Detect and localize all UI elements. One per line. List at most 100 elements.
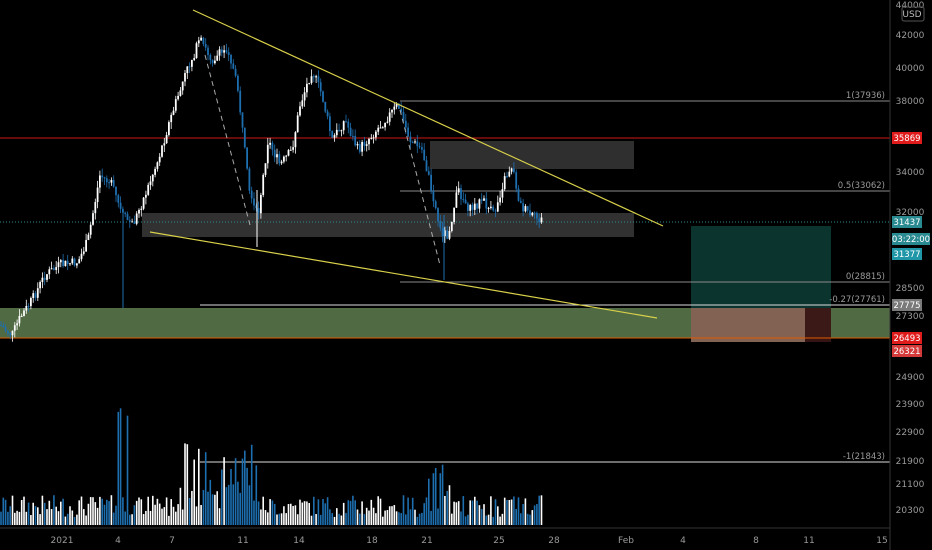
candle-body: [427, 171, 430, 175]
volume-bar: [156, 498, 159, 525]
volume-bar: [230, 468, 232, 525]
candle-body: [398, 103, 400, 109]
volume-bar: [306, 501, 308, 525]
candle-body: [485, 198, 488, 209]
volume-bar: [375, 513, 377, 525]
candle-body: [303, 92, 306, 101]
volume-bar: [276, 514, 278, 525]
candle-body: [448, 230, 451, 239]
volume-bar: [526, 513, 529, 525]
volume-bar: [23, 496, 25, 525]
volume-bar: [20, 499, 23, 525]
volume-bar: [538, 495, 540, 525]
candle-body: [368, 138, 370, 145]
candle-body: [156, 162, 159, 169]
volume-bar: [382, 516, 384, 525]
candle-body: [140, 208, 143, 210]
volume-bar: [207, 491, 209, 525]
price-tick-label: 40000: [896, 64, 925, 74]
candle-body: [154, 168, 156, 175]
candle-body: [464, 199, 467, 204]
fib-label-0: 0(28815): [846, 272, 885, 282]
volume-bar: [455, 502, 458, 525]
upper-wedge-line[interactable]: [192, 9, 664, 227]
currency-box[interactable]: [901, 6, 925, 22]
candle-body: [515, 172, 518, 189]
time-tick-label: 4: [680, 536, 686, 546]
candle-body: [193, 58, 196, 61]
volume-bar: [135, 500, 138, 525]
candle-body: [393, 106, 396, 110]
volume-bar: [308, 502, 310, 525]
candle-body: [200, 37, 202, 41]
volume-bar: [533, 505, 536, 525]
volume-bar: [395, 511, 398, 525]
candle-body: [234, 68, 237, 76]
candle-body: [352, 135, 354, 137]
volume-bar: [106, 499, 108, 525]
volume-bar: [267, 512, 269, 525]
candle-body: [386, 121, 389, 123]
price-axis[interactable]: 44000 42000 40000 38000 34000 32000 28500 27300…: [889, 0, 930, 550]
volume-bar: [43, 502, 46, 525]
candle-body: [335, 129, 338, 136]
candle-body: [416, 141, 419, 147]
candle-body: [487, 207, 490, 209]
volume-bar: [103, 504, 106, 525]
volume-bar: [310, 515, 313, 525]
candle-body: [209, 55, 212, 60]
volume-bar: [149, 510, 152, 525]
volume-bar: [57, 511, 60, 525]
candle-body: [158, 156, 161, 163]
candle-body: [372, 137, 375, 139]
candle-body: [248, 168, 251, 191]
candle-body: [197, 40, 200, 44]
volume-bar: [30, 515, 32, 525]
fib-label-1: 1(37936): [846, 91, 885, 101]
tag-fib-ext-box: [892, 299, 922, 311]
candle-body: [255, 205, 258, 209]
candle-body: [483, 198, 485, 201]
time-tick-label: 2021: [51, 536, 74, 546]
candle-body: [331, 131, 334, 138]
candle-body: [105, 178, 108, 183]
volume-bar: [195, 506, 198, 525]
candle-body: [89, 224, 92, 235]
candle-body: [400, 108, 403, 113]
candle-body: [115, 186, 117, 196]
fib-label-05: 0.5(33062): [838, 181, 885, 191]
candle-body: [177, 95, 179, 100]
supply-zone: [430, 141, 634, 169]
levels-layer: [0, 137, 890, 339]
candle-body: [513, 168, 515, 173]
candle-body: [349, 127, 352, 136]
volume-bar: [140, 499, 143, 525]
candle-body: [257, 208, 260, 214]
tag-countdown-box: [892, 233, 930, 245]
volume-bar: [487, 514, 490, 525]
candle-body: [522, 203, 524, 212]
candle-body: [264, 163, 267, 175]
candle-body: [128, 220, 131, 222]
candle-body: [250, 190, 253, 199]
volume-bar: [131, 514, 133, 525]
volume-bar: [27, 502, 30, 525]
candle-body: [409, 136, 412, 143]
time-axis[interactable]: 2021 4 7 11 14 18 21 25 28 Feb 4 8 11 15: [0, 527, 890, 546]
candle-body: [506, 176, 508, 178]
volume-bar: [405, 514, 407, 525]
candle-body: [266, 144, 269, 164]
volume-bar: [478, 505, 481, 525]
candle-body: [66, 260, 69, 265]
volume-bar: [317, 499, 320, 525]
volume-bar: [138, 497, 140, 525]
candle-body: [347, 121, 350, 128]
lower-wedge-line[interactable]: [149, 231, 658, 319]
volume-bar: [96, 507, 99, 525]
candle-body: [271, 142, 274, 150]
volume-bar: [227, 484, 230, 525]
candle-body: [147, 184, 150, 195]
tag-fib-ext-label: 27775: [893, 301, 920, 311]
candle-body: [80, 253, 83, 260]
